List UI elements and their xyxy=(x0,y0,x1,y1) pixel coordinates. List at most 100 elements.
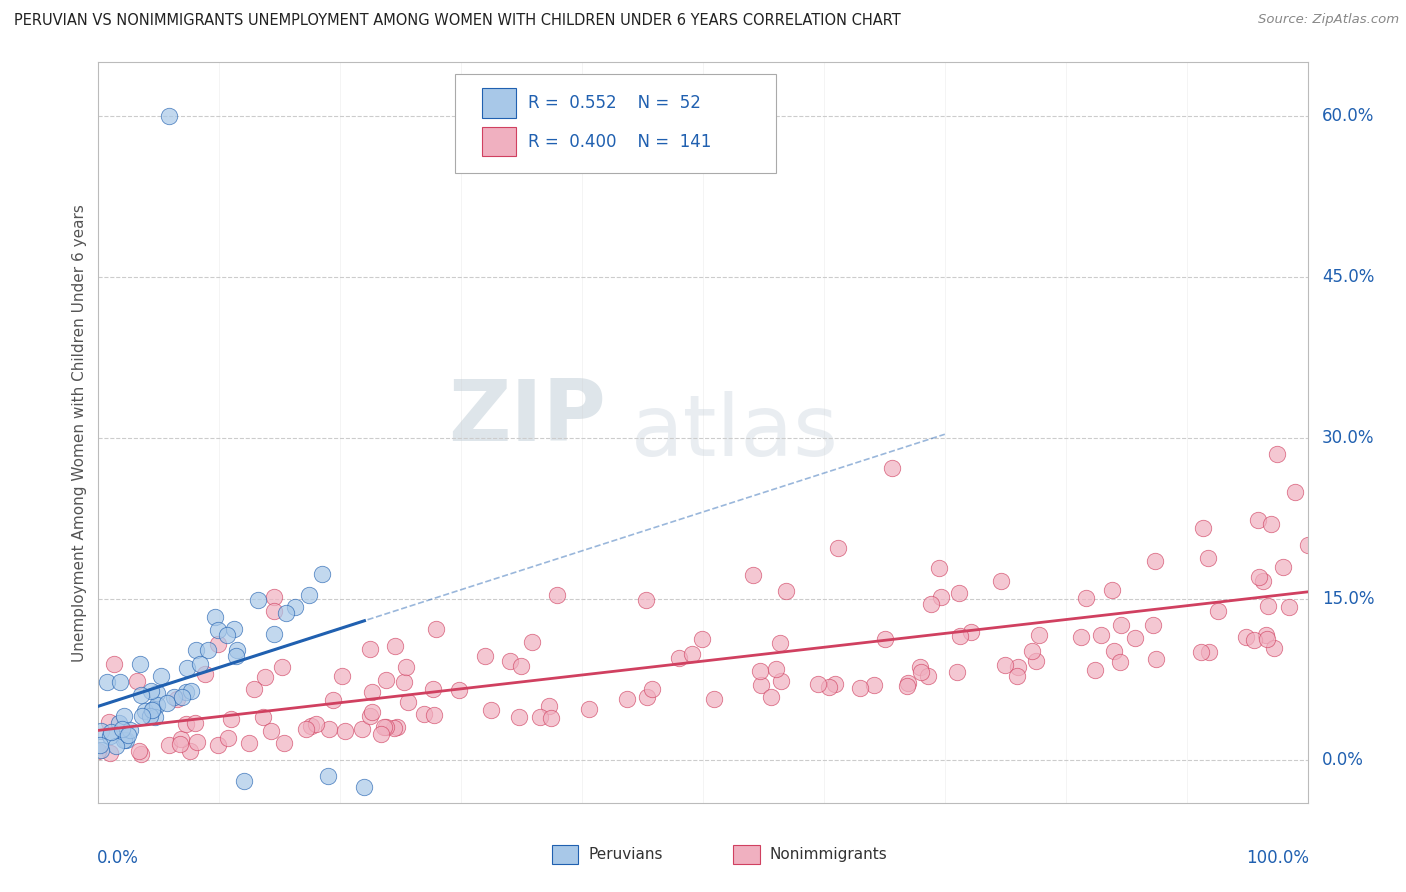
Point xyxy=(139,683,162,698)
Text: R =  0.552    N =  52: R = 0.552 N = 52 xyxy=(527,95,700,112)
Point xyxy=(224,622,246,636)
Point xyxy=(929,591,952,605)
Point xyxy=(546,588,568,602)
Point xyxy=(197,643,219,657)
Point xyxy=(274,606,297,620)
Point xyxy=(271,659,294,673)
Point xyxy=(207,636,229,650)
Point xyxy=(219,712,242,726)
Point xyxy=(827,541,849,556)
FancyBboxPatch shape xyxy=(482,88,516,118)
Point xyxy=(180,684,202,698)
Point xyxy=(207,738,229,752)
Point xyxy=(163,690,186,705)
Point xyxy=(818,681,841,695)
Point xyxy=(668,650,690,665)
Point xyxy=(1123,631,1146,645)
Point xyxy=(146,698,169,712)
Point xyxy=(305,717,328,731)
Point xyxy=(311,566,333,581)
Point xyxy=(849,681,872,695)
Point xyxy=(751,678,773,692)
Point xyxy=(112,732,135,747)
Text: 30.0%: 30.0% xyxy=(1322,429,1375,447)
Point xyxy=(254,670,277,684)
Point xyxy=(157,738,180,752)
Point xyxy=(96,674,118,689)
Point xyxy=(374,673,396,687)
Point xyxy=(423,707,446,722)
Text: 0.0%: 0.0% xyxy=(97,848,139,867)
Point xyxy=(225,643,247,657)
Point xyxy=(863,678,886,692)
Point xyxy=(1101,583,1123,598)
Point xyxy=(742,567,765,582)
Point xyxy=(169,731,191,746)
Point xyxy=(263,604,285,618)
Point xyxy=(176,717,198,731)
Point xyxy=(1108,655,1130,669)
Point xyxy=(204,610,226,624)
Point xyxy=(1263,640,1285,655)
Point xyxy=(284,599,307,614)
Point xyxy=(396,695,419,709)
Point xyxy=(131,709,153,723)
Point xyxy=(370,726,392,740)
Point xyxy=(994,658,1017,673)
Point xyxy=(111,722,134,736)
Point xyxy=(769,674,792,689)
Point xyxy=(1191,521,1213,535)
Point xyxy=(422,682,444,697)
Point xyxy=(920,598,942,612)
FancyBboxPatch shape xyxy=(456,73,776,173)
Point xyxy=(166,692,188,706)
Point xyxy=(246,593,269,607)
Point xyxy=(1249,570,1271,584)
Point xyxy=(395,660,418,674)
Point xyxy=(129,747,152,761)
Text: atlas: atlas xyxy=(630,391,838,475)
Point xyxy=(118,723,141,737)
Point xyxy=(508,710,530,724)
Point xyxy=(146,686,169,700)
FancyBboxPatch shape xyxy=(482,127,516,156)
Point xyxy=(394,674,416,689)
Point xyxy=(184,643,207,657)
Point xyxy=(946,665,969,679)
Point xyxy=(141,703,163,717)
Point xyxy=(882,461,904,475)
Point xyxy=(90,724,112,739)
Point xyxy=(299,719,322,733)
Point xyxy=(1234,630,1257,644)
FancyBboxPatch shape xyxy=(551,846,578,863)
Point xyxy=(382,721,405,735)
Point xyxy=(359,709,381,723)
Point xyxy=(176,660,198,674)
Point xyxy=(252,710,274,724)
Text: Nonimmigrants: Nonimmigrants xyxy=(769,847,887,863)
Point xyxy=(298,588,321,602)
Point xyxy=(184,716,207,731)
Point xyxy=(194,666,217,681)
Point xyxy=(322,693,344,707)
Point xyxy=(1296,538,1319,552)
Point xyxy=(1074,591,1097,606)
Point xyxy=(87,744,110,758)
Point xyxy=(243,681,266,696)
Point xyxy=(897,676,920,690)
Point xyxy=(260,723,283,738)
Text: ZIP: ZIP xyxy=(449,376,606,459)
Y-axis label: Unemployment Among Women with Children Under 6 years: Unemployment Among Women with Children U… xyxy=(72,203,87,662)
Point xyxy=(948,586,970,600)
Point xyxy=(1144,652,1167,666)
Point xyxy=(316,769,339,783)
Point xyxy=(156,696,179,710)
Point xyxy=(1272,559,1295,574)
Point xyxy=(1109,618,1132,632)
Point xyxy=(1197,551,1219,566)
Point xyxy=(1142,618,1164,632)
Point xyxy=(690,632,713,646)
Point xyxy=(217,731,239,745)
Point xyxy=(1007,668,1029,682)
Point xyxy=(157,109,180,123)
